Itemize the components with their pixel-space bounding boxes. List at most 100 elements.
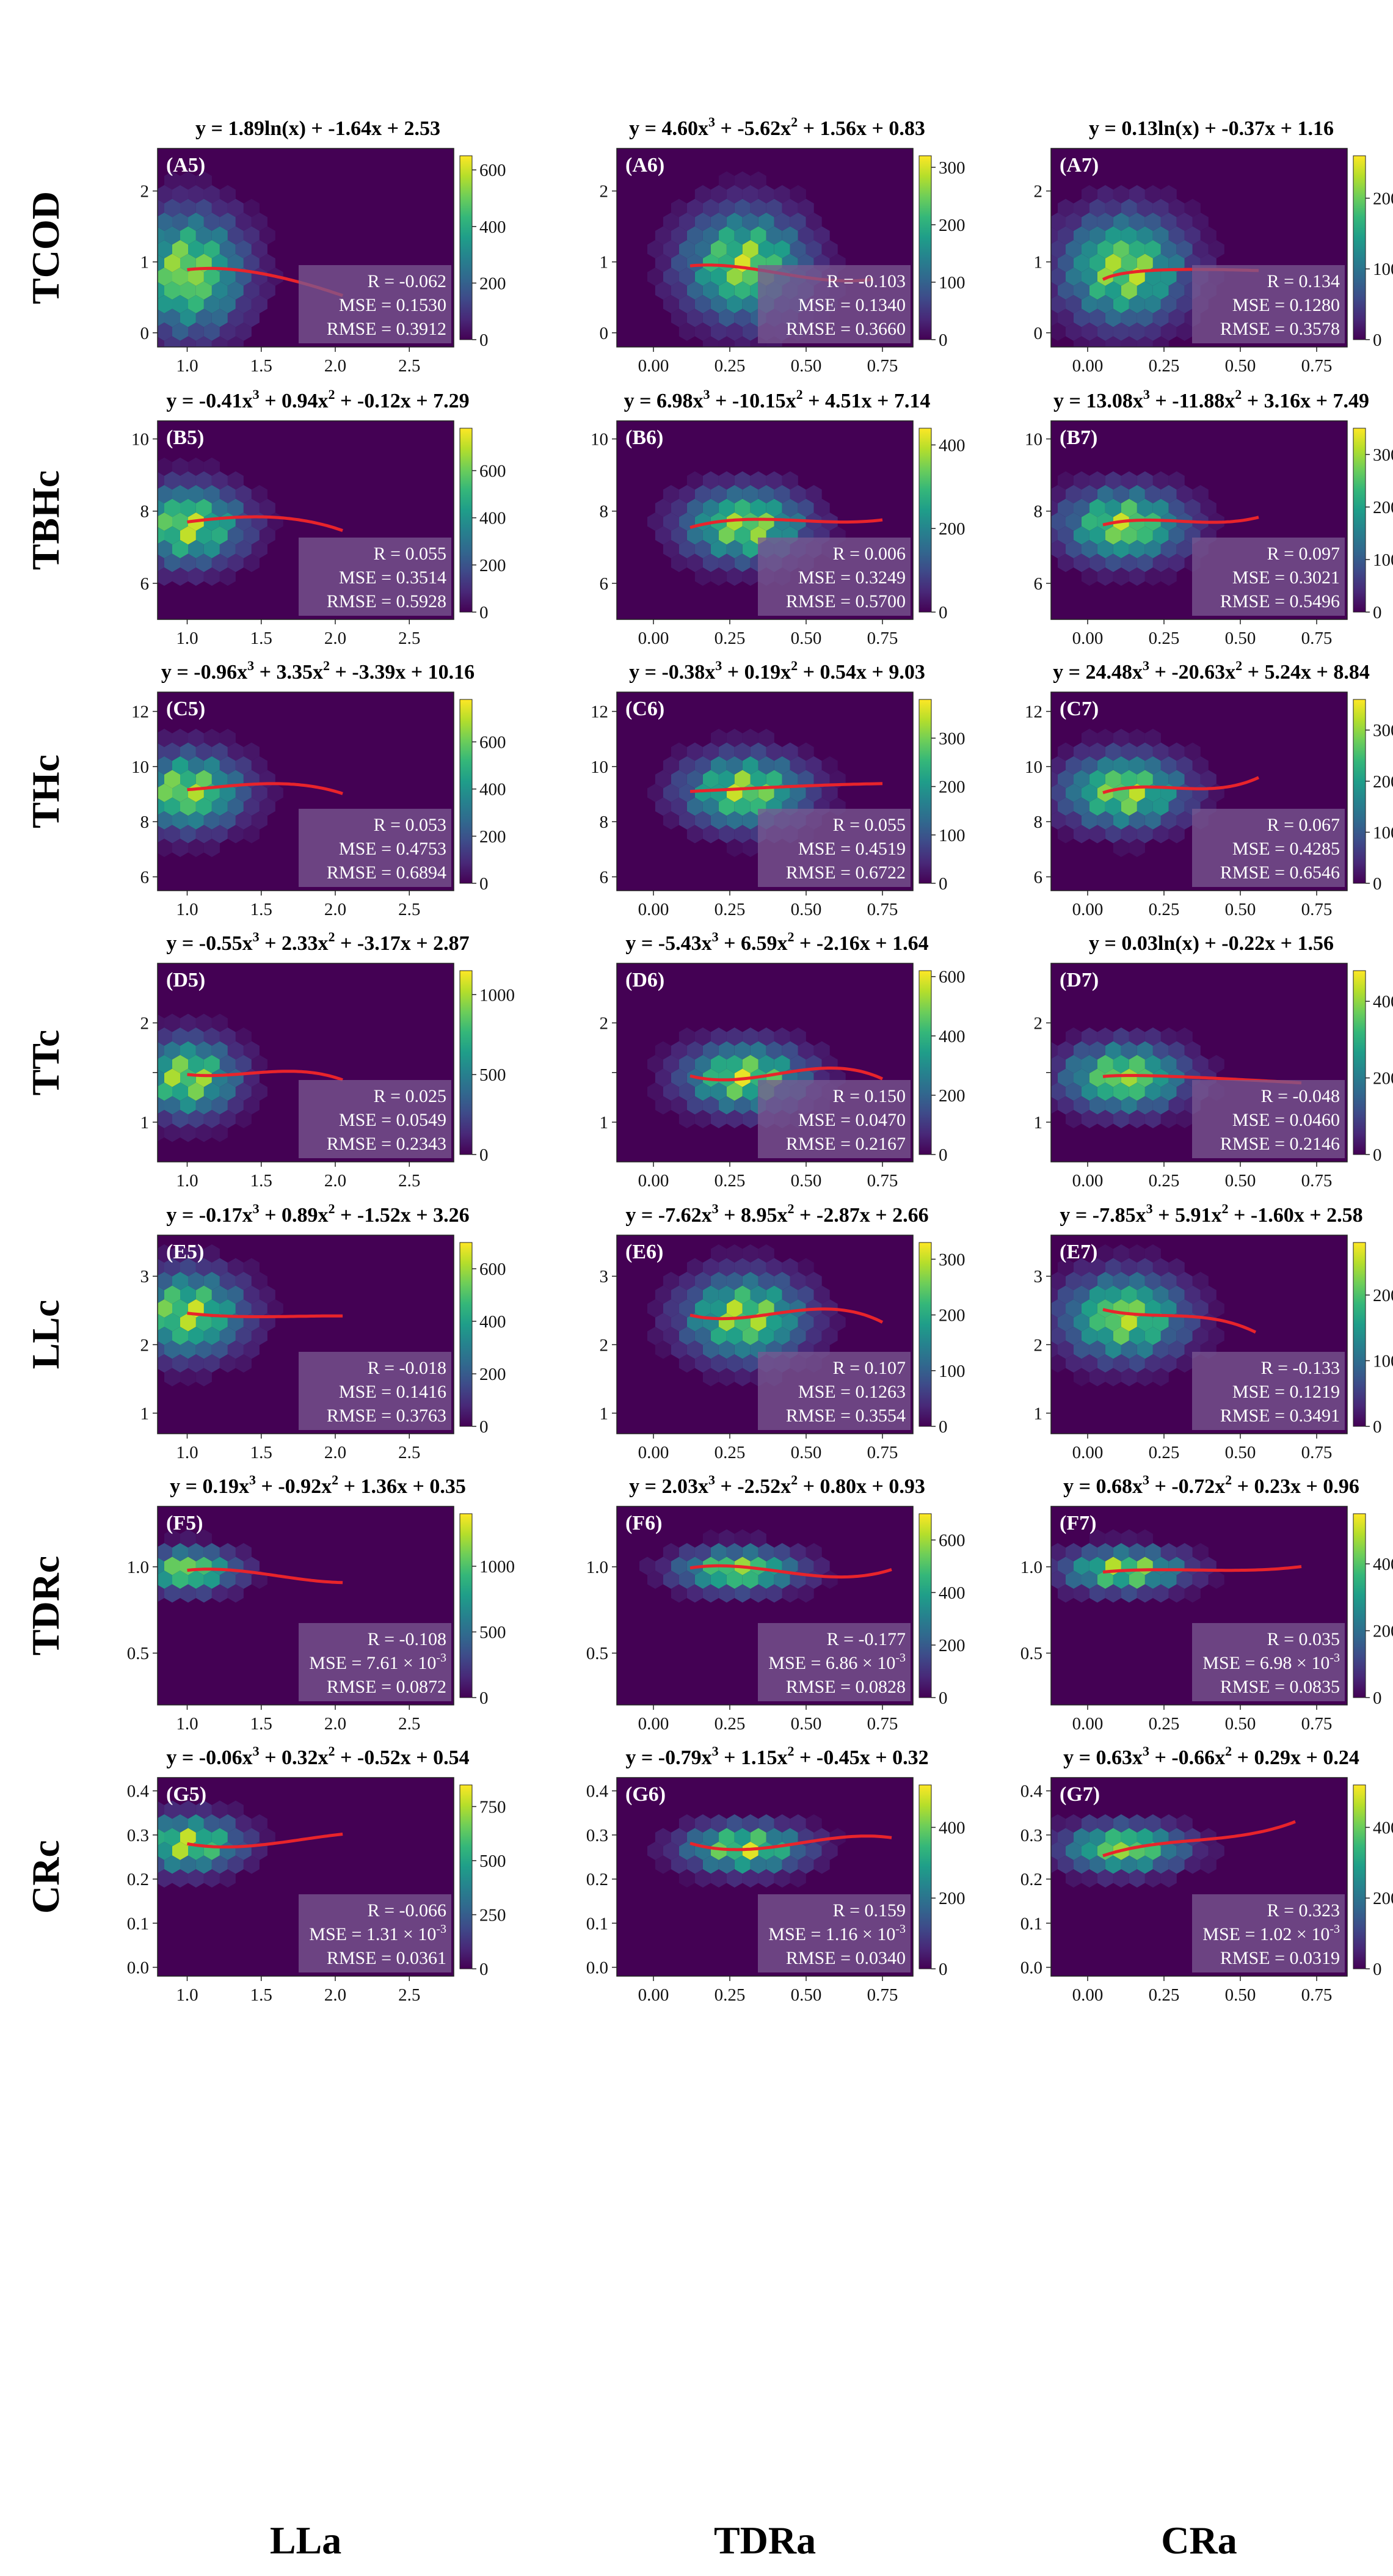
hexbin-cell [734,471,751,490]
hexbin-cell [671,770,687,789]
hexbin-cell [1105,742,1121,761]
hexbin-cell [734,498,751,517]
hexbin-cell [686,281,703,300]
hexbin-cell [164,471,180,490]
hexbin-cell [790,1299,806,1318]
y-tick-label: 1 [1034,253,1043,272]
hexbin-cell [1160,1110,1177,1128]
hexbin-cell [164,1828,180,1847]
hexbin-cell [219,756,236,775]
hexbin-cell [195,336,212,347]
hexbin-cell [710,1082,727,1101]
hexbin-cell [140,213,156,231]
hexbin-cell [726,567,743,586]
hexbin-cell [203,1082,220,1101]
stats-line: R = 0.025 [374,1086,446,1106]
hexbin-cell [259,797,275,816]
hexbin-cell [1129,1327,1145,1345]
x-tick-label: 1.5 [250,1171,272,1191]
hexbin-cell [1160,1055,1177,1073]
hexbin-cell [663,213,679,231]
hexbin-cell [774,1543,790,1561]
hexbin-cell [1097,1354,1113,1373]
y-tick-label: 2 [1034,182,1043,202]
colorbar-tick-label: 400 [1373,992,1393,1012]
hexbin-cell [678,1327,695,1345]
fit-equation: y = 0.68x3 + -0.72x2 + 0.23x + 0.96 [1063,1472,1359,1498]
y-tick-label: 2 [140,182,150,202]
hexbin-cell [1089,1285,1105,1304]
fit-curve [1102,1820,1296,1858]
hexbin-cell [694,295,711,313]
hexbin-cell [211,742,228,761]
hexbin-cell [663,1272,679,1290]
hexbin-cell [1144,213,1161,231]
hexbin-cell [726,1055,743,1073]
hexbin-cell [671,1285,687,1304]
hexbin-cell [1192,1842,1209,1860]
x-tick-label: 1.0 [176,1985,198,2005]
hexbin-cell [211,553,228,572]
hexbin-cell [1121,498,1137,517]
hexbin-cell [227,526,244,545]
hexbin-cell [1168,825,1185,844]
hexbin-cell [211,1313,228,1332]
hexbin-cell [678,240,695,258]
hexbin-cell [742,756,758,775]
hexbin-cell [1097,1571,1113,1589]
hexbin-cell [1176,1272,1193,1290]
hexbin-cell [758,756,774,775]
panel-label: (D6) [625,969,664,991]
stats-line: R = 0.035 [1267,1629,1340,1649]
hexbin-cell [702,199,719,217]
hexbin-cell [726,1244,743,1263]
y-tick-label: 12 [1025,702,1042,722]
hexbin-cell [180,1285,196,1304]
hexbin-cell [219,1055,236,1073]
hexbin-cell [158,1027,172,1046]
y-tick-label: 0.1 [586,1914,608,1933]
hexbin-cell [647,1327,663,1345]
hexbin-cell [1089,1855,1105,1874]
hexbin-cell [742,1814,758,1833]
hexbin-cell [211,825,228,844]
hexbin-cell [219,567,236,586]
fit-curve [689,1067,884,1082]
hexbin-cell [766,1041,782,1060]
hexbin-cell [1144,811,1161,830]
hexbin-cell [1200,1285,1217,1304]
hexbin-cell [750,1855,766,1874]
stats-line: R = 0.134 [1267,271,1340,291]
hexbin-cell [1121,1258,1137,1277]
stats-box [758,1623,911,1701]
axes-frame [616,148,914,348]
hexbin-cell [1176,1814,1193,1833]
hexbin-cell [742,1272,758,1290]
hexbin-cell [158,458,172,476]
hexbin-cell [686,770,703,789]
hexbin-cell [663,268,679,286]
hexbin-cell [211,1800,228,1819]
hexbin-cell [694,1814,711,1833]
row-label-thc: THc [24,754,67,828]
hexbin-cell [718,1258,735,1277]
stats-line: MSE = 1.31 × 10-3 [309,1922,446,1944]
y-tick-label: 1 [140,253,150,272]
hexbin-cell [710,1354,727,1373]
x-tick-label: 0.75 [1301,900,1333,919]
hexbin-cell [1051,1354,1066,1373]
hexbin-cell [180,553,196,572]
hexbin-cell [211,1013,228,1032]
hexbin-cell [1058,1258,1074,1277]
hexbin-cell [702,1584,719,1603]
hexbin-cell [243,526,260,545]
hexbin-cell [790,485,806,503]
y-tick-label: 8 [1034,502,1043,522]
hexbin-cell [806,213,822,231]
hexbin-cell [663,756,679,775]
hexbin-cell [251,1327,267,1345]
hexbin-cell [1113,1082,1129,1101]
hexbin-cell [203,1272,220,1290]
